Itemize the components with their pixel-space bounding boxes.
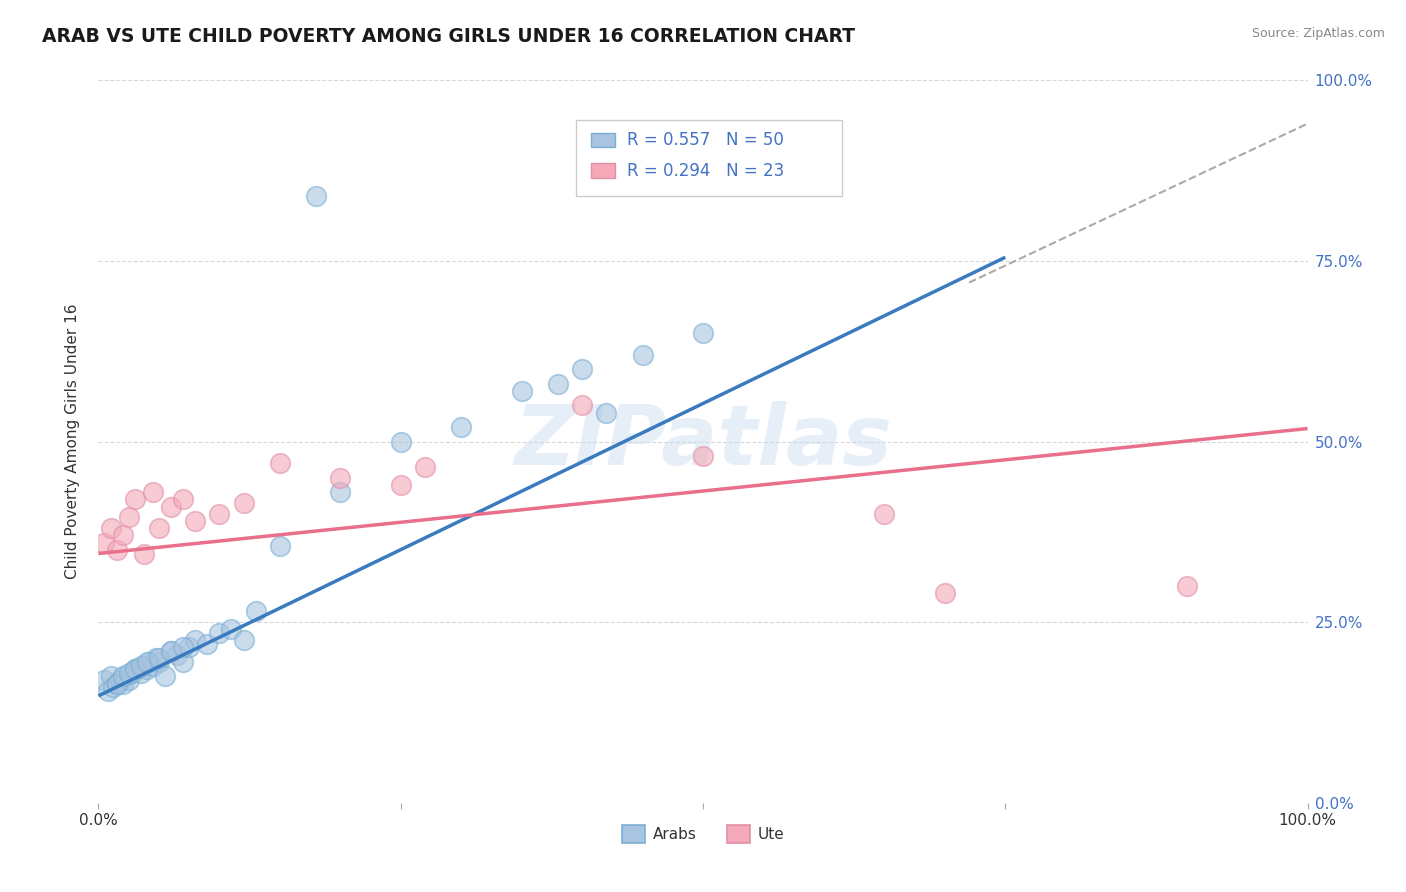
Point — [148, 651, 170, 665]
Point — [135, 662, 157, 676]
Point — [124, 662, 146, 676]
Point — [547, 376, 569, 391]
Point — [160, 644, 183, 658]
Point — [595, 406, 617, 420]
Point — [172, 492, 194, 507]
Point — [269, 539, 291, 553]
Point — [692, 326, 714, 340]
Point — [221, 623, 243, 637]
Legend: Arabs, Ute: Arabs, Ute — [616, 819, 790, 849]
Point — [172, 640, 194, 655]
Point — [934, 586, 956, 600]
Point — [111, 669, 134, 683]
Point — [179, 640, 201, 655]
Point — [93, 535, 115, 549]
Text: ARAB VS UTE CHILD POVERTY AMONG GIRLS UNDER 16 CORRELATION CHART: ARAB VS UTE CHILD POVERTY AMONG GIRLS UN… — [42, 27, 855, 45]
Point — [160, 644, 183, 658]
FancyBboxPatch shape — [591, 133, 614, 147]
Point — [172, 655, 194, 669]
Point — [93, 673, 115, 687]
Point — [232, 633, 254, 648]
Point — [329, 470, 352, 484]
Point — [160, 500, 183, 514]
Point — [329, 485, 352, 500]
Point — [208, 626, 231, 640]
Point — [142, 658, 165, 673]
Point — [571, 362, 593, 376]
Text: ZIPatlas: ZIPatlas — [515, 401, 891, 482]
Point — [142, 485, 165, 500]
Point — [413, 459, 436, 474]
Point — [389, 478, 412, 492]
Point — [148, 655, 170, 669]
Point — [105, 542, 128, 557]
Point — [692, 449, 714, 463]
Point — [118, 510, 141, 524]
Point — [245, 604, 267, 618]
Point — [105, 676, 128, 690]
Point — [571, 398, 593, 412]
Point — [124, 492, 146, 507]
Point — [232, 496, 254, 510]
Point — [134, 547, 156, 561]
FancyBboxPatch shape — [591, 163, 614, 178]
Point — [100, 669, 122, 683]
Point — [121, 665, 143, 680]
Point — [129, 658, 152, 673]
Point — [450, 420, 472, 434]
Point — [101, 680, 124, 694]
Y-axis label: Child Poverty Among Girls Under 16: Child Poverty Among Girls Under 16 — [65, 304, 80, 579]
Point — [184, 514, 207, 528]
Point — [114, 669, 136, 683]
Point — [100, 521, 122, 535]
Point — [166, 648, 188, 662]
Text: Source: ZipAtlas.com: Source: ZipAtlas.com — [1251, 27, 1385, 40]
Point — [97, 683, 120, 698]
Point — [111, 528, 134, 542]
Point — [111, 676, 134, 690]
Point — [510, 384, 533, 398]
Text: R = 0.294   N = 23: R = 0.294 N = 23 — [627, 161, 785, 179]
Point — [129, 665, 152, 680]
Point — [108, 673, 131, 687]
Point — [118, 673, 141, 687]
Point — [305, 189, 328, 203]
Point — [195, 637, 218, 651]
Point — [105, 676, 128, 690]
Point — [135, 655, 157, 669]
FancyBboxPatch shape — [576, 120, 842, 196]
Point — [389, 434, 412, 449]
Point — [127, 662, 149, 676]
Point — [184, 633, 207, 648]
Point — [1175, 579, 1198, 593]
Point — [208, 507, 231, 521]
Point — [873, 507, 896, 521]
Point — [145, 651, 167, 665]
Point — [631, 348, 654, 362]
Text: R = 0.557   N = 50: R = 0.557 N = 50 — [627, 131, 783, 149]
Point — [118, 665, 141, 680]
Point — [269, 456, 291, 470]
Point — [148, 521, 170, 535]
Point — [153, 669, 176, 683]
Point — [124, 662, 146, 676]
Point — [134, 658, 156, 673]
Point — [138, 655, 160, 669]
